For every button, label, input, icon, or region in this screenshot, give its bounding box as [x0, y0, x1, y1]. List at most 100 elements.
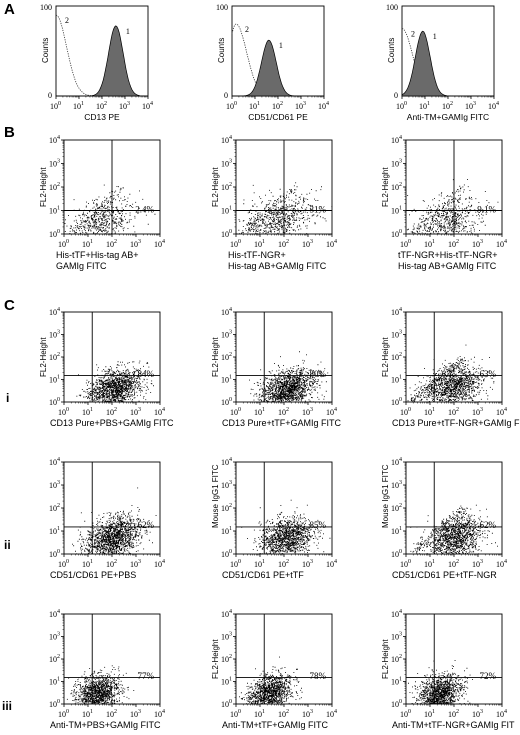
- y-tick-exponent: 0: [229, 229, 232, 235]
- chart-caption: GAMIg FITC: [56, 261, 107, 271]
- x-tick-exponent: 0: [66, 407, 69, 413]
- y-tick-exponent: 4: [399, 457, 402, 463]
- x-tick-label: 101: [82, 407, 93, 417]
- x-tick-exponent: 1: [90, 709, 93, 715]
- x-tick-exponent: 4: [162, 559, 165, 565]
- x-tick-exponent: 2: [114, 407, 117, 413]
- x-tick-exponent: 2: [456, 239, 459, 245]
- x-tick-exponent: 1: [432, 239, 435, 245]
- x-tick-label: 103: [472, 709, 483, 719]
- x-tick-exponent: 2: [286, 407, 289, 413]
- y-axis-label: Counts: [217, 38, 226, 63]
- x-tick-exponent: 1: [257, 101, 260, 107]
- x-tick-exponent: 4: [334, 709, 337, 715]
- x-tick-exponent: 1: [432, 709, 435, 715]
- x-tick-label: 100: [400, 709, 411, 719]
- x-tick-label: 103: [472, 559, 483, 569]
- plot-frame: [63, 311, 161, 403]
- chart-caption: His-tTF+His-tag AB+: [56, 250, 139, 260]
- y-axis-label: FL2-Height: [39, 337, 48, 377]
- scatter-events: [64, 184, 156, 235]
- y-tick-label: 100: [221, 549, 232, 559]
- y-tick-label: 104: [221, 457, 232, 467]
- x-tick-label: 102: [106, 559, 117, 569]
- x-tick-label: 102: [278, 407, 289, 417]
- y-tick-exponent: 0: [399, 549, 402, 555]
- x-tick-exponent: 4: [334, 407, 337, 413]
- x-tick-exponent: 3: [303, 101, 306, 107]
- x-axis-label: Anti-TM+GAMIg FITC: [407, 112, 489, 122]
- x-tick-exponent: 1: [90, 559, 93, 565]
- quadrant-percent: 85%: [310, 520, 327, 530]
- x-tick-exponent: 1: [90, 239, 93, 245]
- y-tick-exponent: 3: [399, 330, 402, 336]
- y-tick-exponent: 3: [399, 480, 402, 486]
- scatter-events: [66, 665, 140, 705]
- scatter-events: [236, 182, 333, 235]
- y-tick-label: 103: [391, 632, 402, 642]
- x-tick-label: 100: [396, 101, 407, 111]
- y-tick-exponent: 3: [399, 632, 402, 638]
- x-tick-exponent: 2: [456, 559, 459, 565]
- y-tick-label: 0: [224, 91, 228, 100]
- x-tick-exponent: 4: [504, 407, 507, 413]
- x-tick-exponent: 3: [473, 101, 476, 107]
- y-tick-label: 101: [49, 206, 60, 216]
- panel-label-a: A: [4, 1, 15, 18]
- y-tick-label: 104: [49, 135, 60, 145]
- x-tick-exponent: 1: [427, 101, 430, 107]
- y-tick-label: 104: [391, 457, 402, 467]
- y-tick-exponent: 1: [57, 677, 60, 683]
- chart-c-9: 63%100100101101102102103103104104FL2-Hei…: [381, 307, 520, 428]
- chart-caption: CD51/CD61 PE+tTF-NGR: [392, 570, 497, 580]
- y-axis-label: FL2-Height: [381, 337, 390, 377]
- x-tick-exponent: 3: [138, 709, 141, 715]
- x-tick-label: 101: [419, 101, 430, 111]
- x-tick-label: 104: [326, 559, 337, 569]
- chart-caption: CD13 Pure+PBS+GAMIg FITC: [50, 418, 174, 428]
- scatter-events: [408, 660, 473, 705]
- x-tick-label: 103: [472, 239, 483, 249]
- histogram-series-1: [232, 39, 324, 97]
- y-tick-label: 102: [221, 352, 232, 362]
- x-tick-exponent: 0: [408, 407, 411, 413]
- series-label-1: 1: [433, 32, 437, 41]
- y-tick-label: 100: [216, 3, 228, 12]
- y-tick-exponent: 1: [57, 206, 60, 212]
- y-axis-label: Counts: [387, 38, 396, 63]
- x-tick-exponent: 3: [480, 709, 483, 715]
- y-tick-exponent: 1: [229, 677, 232, 683]
- x-tick-exponent: 3: [480, 407, 483, 413]
- y-tick-label: 0: [48, 91, 52, 100]
- x-tick-label: 100: [400, 407, 411, 417]
- y-tick-label: 103: [391, 330, 402, 340]
- y-tick-label: 100: [391, 397, 402, 407]
- x-tick-label: 104: [496, 407, 507, 417]
- y-tick-exponent: 1: [229, 526, 232, 532]
- y-axis-label: FL2-Height: [381, 639, 390, 679]
- x-tick-label: 100: [400, 559, 411, 569]
- series-label-2: 2: [65, 16, 69, 25]
- y-tick-label: 103: [221, 330, 232, 340]
- y-axis-label: Counts: [41, 38, 50, 63]
- chart-b-5: 31%100100101101102102103103104104FL2-Hei…: [211, 135, 337, 271]
- x-tick-label: 102: [448, 559, 459, 569]
- y-axis-label: FL2-Height: [211, 337, 220, 377]
- quadrant-percent: 77%: [138, 671, 155, 681]
- quadrant-percent: 62%: [138, 520, 155, 530]
- y-tick-label: 103: [49, 159, 60, 169]
- x-tick-exponent: 4: [162, 407, 165, 413]
- quadrant-percent: 72%: [480, 671, 497, 681]
- x-tick-label: 103: [302, 709, 313, 719]
- x-tick-label: 104: [488, 101, 499, 111]
- x-tick-exponent: 0: [238, 239, 241, 245]
- y-tick-exponent: 1: [399, 677, 402, 683]
- x-tick-label: 104: [496, 709, 507, 719]
- x-tick-exponent: 3: [480, 559, 483, 565]
- chart-caption: CD13 Pure+tTF+GAMIg FITC: [222, 418, 342, 428]
- y-tick-label: 101: [221, 375, 232, 385]
- y-tick-exponent: 0: [399, 699, 402, 705]
